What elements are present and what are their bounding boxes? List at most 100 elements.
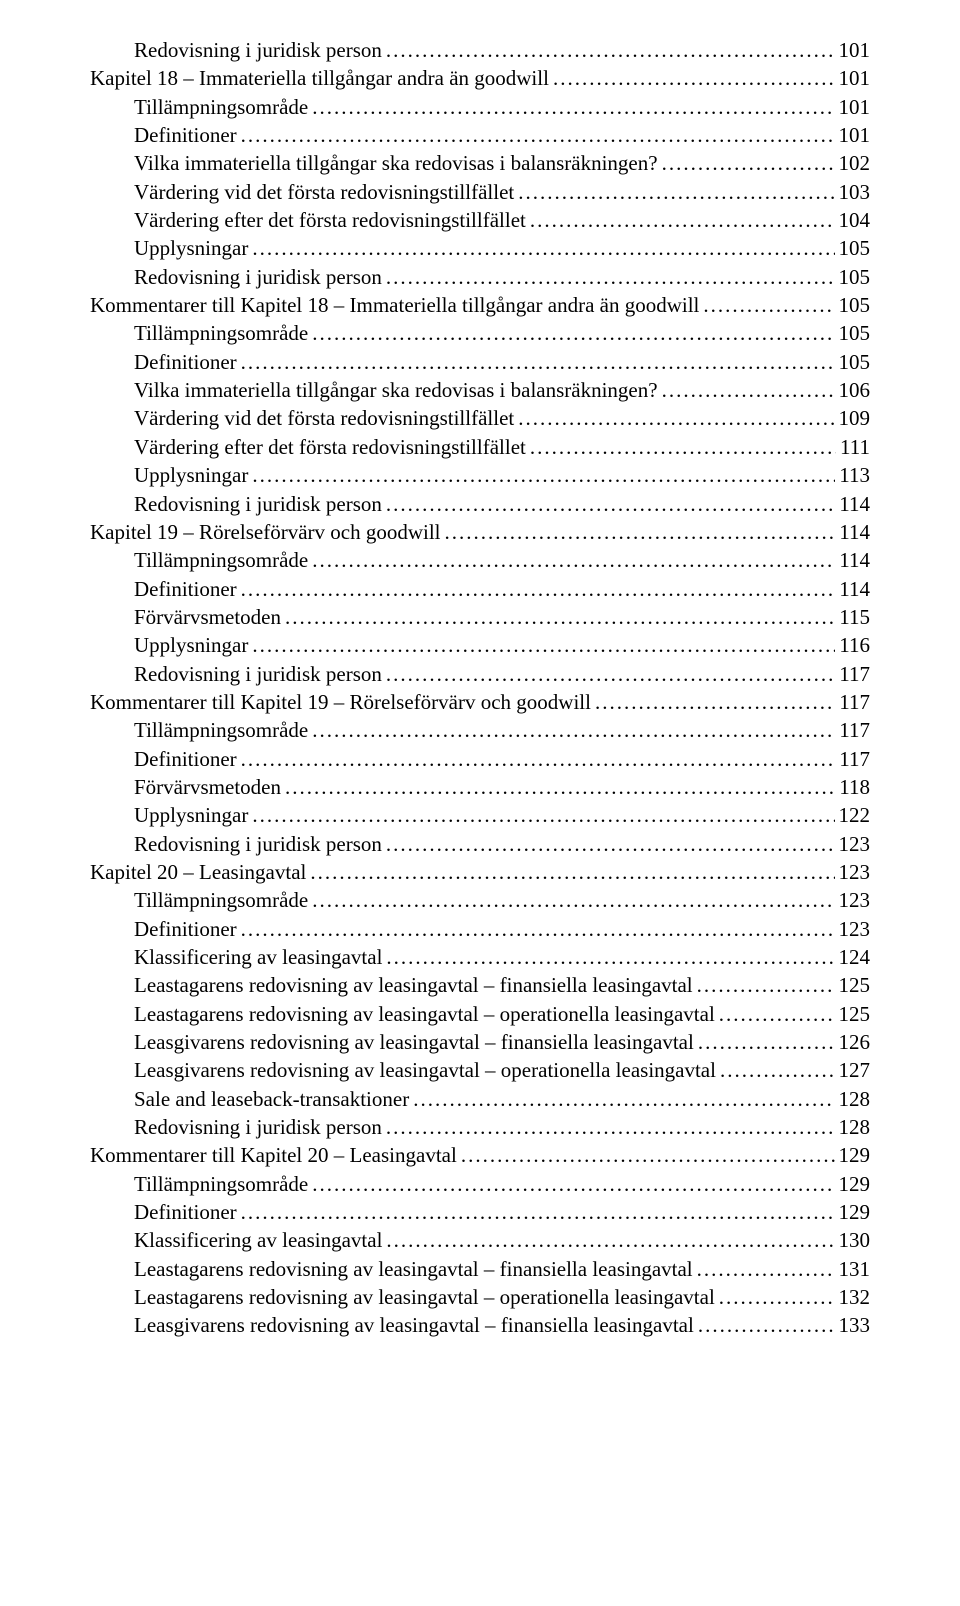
toc-entry-page: 131	[839, 1255, 871, 1283]
toc-leader-dots	[697, 971, 835, 999]
toc-entry-page: 117	[839, 688, 870, 716]
toc-leader-dots	[312, 1170, 834, 1198]
toc-entry-label: Definitioner	[134, 915, 237, 943]
toc-entry: Kapitel 20 – Leasingavtal123	[90, 858, 870, 886]
toc-entry: Värdering vid det första redovisningstil…	[90, 178, 870, 206]
toc-entry: Tillämpningsområde 114	[90, 546, 870, 574]
toc-entry-label: Leasgivarens redovisning av leasingavtal…	[134, 1311, 694, 1339]
toc-leader-dots	[386, 1226, 834, 1254]
toc-leader-dots	[312, 546, 835, 574]
toc-leader-dots	[662, 149, 835, 177]
toc-leader-dots	[703, 291, 834, 319]
toc-entry-page: 116	[839, 631, 870, 659]
toc-entry: Värdering efter det första redovisningst…	[90, 433, 870, 461]
toc-entry-page: 105	[839, 263, 871, 291]
toc-entry-label: Värdering vid det första redovisningstil…	[134, 404, 514, 432]
toc-entry-label: Tillämpningsområde	[134, 1170, 308, 1198]
toc-entry-page: 129	[839, 1198, 871, 1226]
toc-leader-dots	[698, 1028, 835, 1056]
toc-entry: Tillämpningsområde117	[90, 716, 870, 744]
toc-entry: Tillämpningsområde123	[90, 886, 870, 914]
toc-entry-page: 104	[839, 206, 871, 234]
toc-entry-page: 109	[839, 404, 871, 432]
toc-leader-dots	[595, 688, 835, 716]
toc-page: Redovisning i juridisk person101Kapitel …	[0, 0, 960, 1390]
toc-entry-label: Leastagarens redovisning av leasingavtal…	[134, 971, 693, 999]
toc-entry: Värdering efter det första redovisningst…	[90, 206, 870, 234]
toc-leader-dots	[310, 858, 834, 886]
toc-entry: Vilka immateriella tillgångar ska redovi…	[90, 376, 870, 404]
toc-entry-page: 118	[839, 773, 870, 801]
toc-leader-dots	[241, 1198, 835, 1226]
toc-entry: Upplysningar113	[90, 461, 870, 489]
toc-entry: Kommentarer till Kapitel 18 – Immateriel…	[90, 291, 870, 319]
toc-entry-label: Tillämpningsområde	[134, 886, 308, 914]
toc-leader-dots	[720, 1056, 835, 1084]
toc-entry: Leasgivarens redovisning av leasingavtal…	[90, 1028, 870, 1056]
toc-leader-dots	[386, 1113, 835, 1141]
toc-leader-dots	[662, 376, 835, 404]
toc-entry-page: 133	[839, 1311, 871, 1339]
toc-entry-label: Klassificering av leasingavtal	[134, 1226, 382, 1254]
toc-entry-label: Tillämpningsområde	[134, 319, 308, 347]
toc-entry-label: Leasgivarens redovisning av leasingavtal…	[134, 1028, 694, 1056]
toc-entry-page: 114	[839, 546, 870, 574]
toc-entry-label: Tillämpningsområde	[134, 546, 308, 574]
toc-entry-page: 105	[839, 319, 871, 347]
toc-entry-page: 106	[839, 376, 871, 404]
toc-entry-label: Definitioner	[134, 348, 237, 376]
toc-entry-page: 129	[839, 1141, 871, 1169]
toc-entry: Definitioner 129	[90, 1198, 870, 1226]
toc-leader-dots	[252, 631, 835, 659]
toc-entry-page: 132	[839, 1283, 871, 1311]
toc-entry-page: 125	[839, 1000, 871, 1028]
toc-entry: Leasgivarens redovisning av leasingavtal…	[90, 1056, 870, 1084]
toc-leader-dots	[698, 1311, 835, 1339]
toc-entry-label: Vilka immateriella tillgångar ska redovi…	[134, 149, 658, 177]
toc-entry-page: 128	[839, 1085, 871, 1113]
toc-entry-label: Redovisning i juridisk person	[134, 1113, 382, 1141]
toc-entry: Definitioner105	[90, 348, 870, 376]
toc-entry-label: Värdering vid det första redovisningstil…	[134, 178, 514, 206]
toc-leader-dots	[312, 886, 834, 914]
toc-leader-dots	[386, 490, 835, 518]
toc-leader-dots	[518, 404, 834, 432]
toc-entry-label: Sale and leaseback-transaktioner	[134, 1085, 409, 1113]
toc-leader-dots	[386, 36, 835, 64]
toc-entry-label: Definitioner	[134, 1198, 237, 1226]
toc-entry-label: Tillämpningsområde	[134, 716, 308, 744]
toc-entry-page: 123	[839, 830, 871, 858]
toc-entry-page: 103	[839, 178, 871, 206]
toc-entry: Redovisning i juridisk person101	[90, 36, 870, 64]
toc-entry: Kapitel 18 – Immateriella tillgångar and…	[90, 64, 870, 92]
toc-leader-dots	[241, 915, 835, 943]
toc-leader-dots	[386, 830, 835, 858]
toc-entry-page: 124	[839, 943, 871, 971]
toc-entry-page: 123	[839, 858, 871, 886]
toc-entry-page: 114	[839, 490, 870, 518]
toc-entry-page: 117	[839, 745, 870, 773]
toc-entry-page: 117	[839, 660, 870, 688]
toc-entry: Redovisning i juridisk person105	[90, 263, 870, 291]
toc-entry-label: Kommentarer till Kapitel 20 – Leasingavt…	[90, 1141, 457, 1169]
toc-entry-page: 115	[839, 603, 870, 631]
toc-entry: Förvärvsmetoden115	[90, 603, 870, 631]
toc-entry: Leastagarens redovisning av leasingavtal…	[90, 1283, 870, 1311]
toc-leader-dots	[252, 234, 834, 262]
toc-leader-dots	[241, 121, 835, 149]
toc-leader-dots	[530, 433, 836, 461]
toc-leader-dots	[461, 1141, 835, 1169]
toc-entry-label: Värdering efter det första redovisningst…	[134, 206, 526, 234]
toc-entry: Upplysningar105	[90, 234, 870, 262]
toc-entry: Definitioner114	[90, 575, 870, 603]
toc-entry-page: 129	[839, 1170, 871, 1198]
toc-entry: Redovisning i juridisk person123	[90, 830, 870, 858]
toc-entry: Kommentarer till Kapitel 20 – Leasingavt…	[90, 1141, 870, 1169]
toc-entry-page: 114	[839, 518, 870, 546]
toc-entry-label: Värdering efter det första redovisningst…	[134, 433, 526, 461]
toc-entry-page: 128	[839, 1113, 871, 1141]
toc-entry: Värdering vid det första redovisningstil…	[90, 404, 870, 432]
toc-entry-label: Redovisning i juridisk person	[134, 36, 382, 64]
toc-entry-label: Upplysningar	[134, 234, 248, 262]
toc-entry-page: 101	[839, 121, 871, 149]
